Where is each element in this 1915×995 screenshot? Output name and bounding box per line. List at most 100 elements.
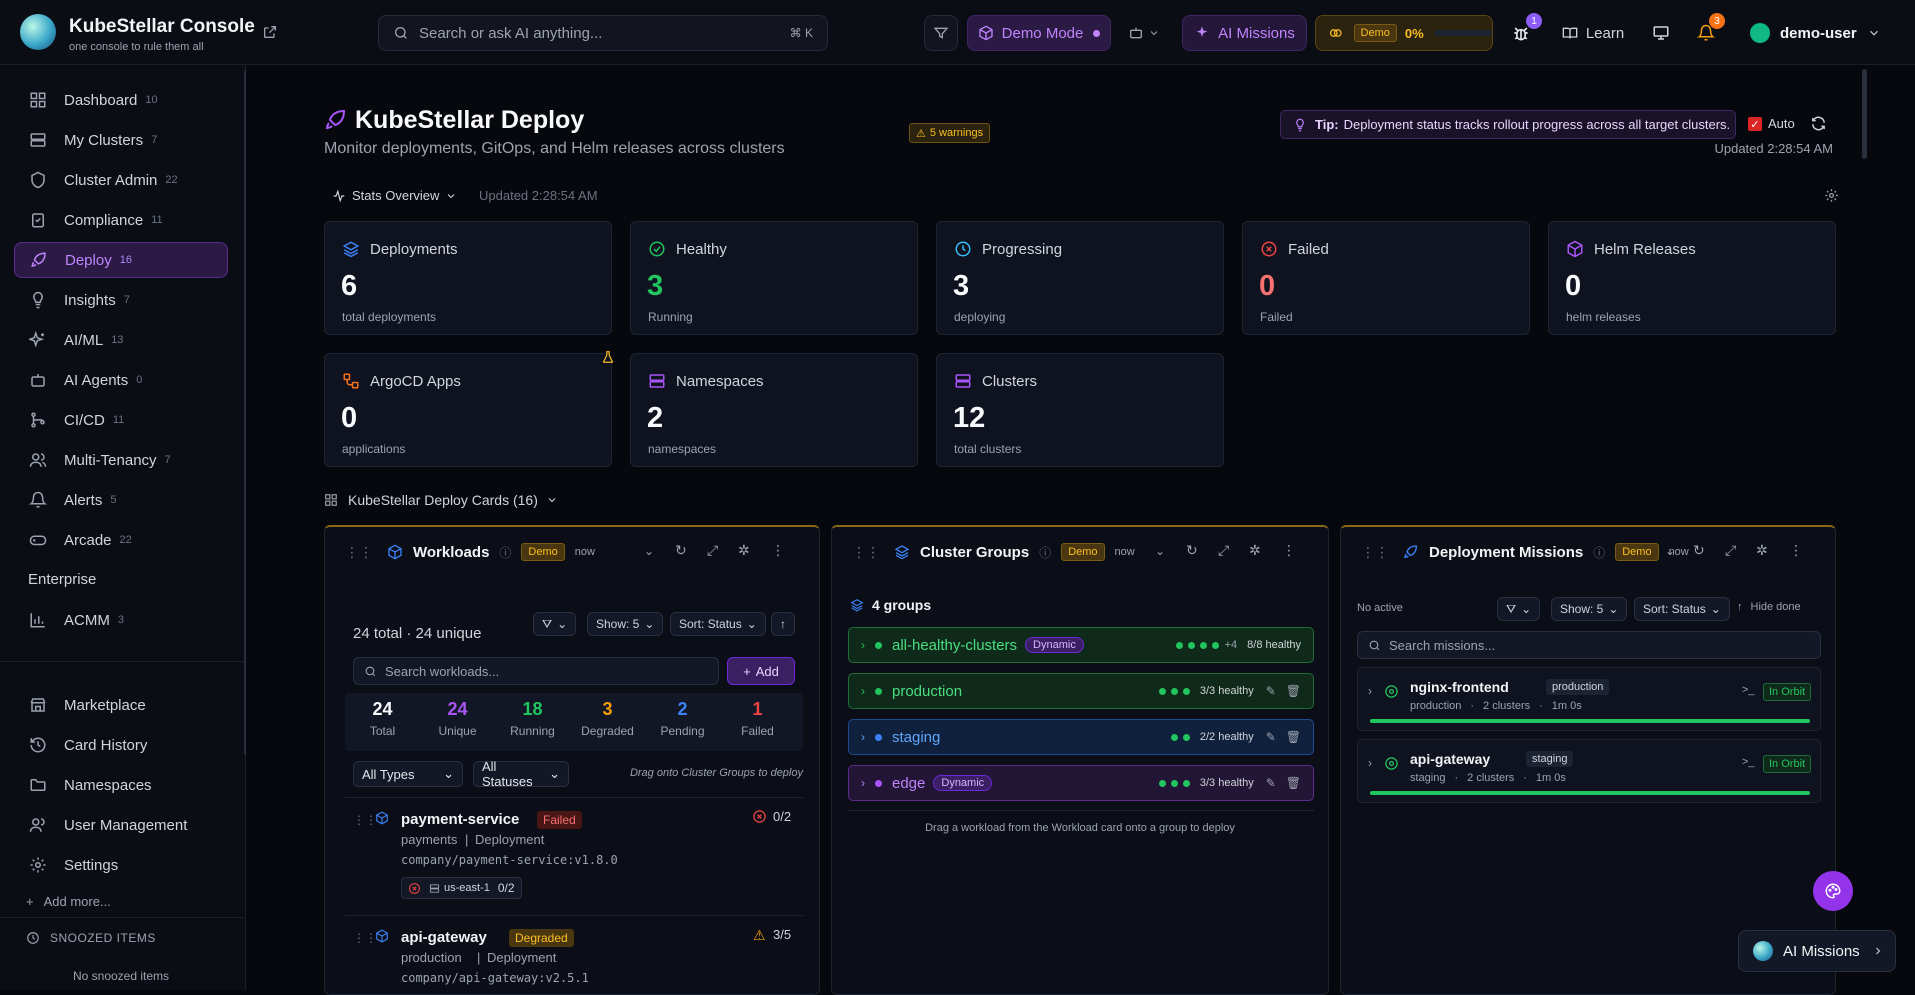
bug-icon[interactable]: ✲ [1249, 542, 1261, 558]
workload-search-input[interactable]: Search workloads... [353, 657, 719, 685]
refresh-icon[interactable]: ↻ [1186, 542, 1198, 558]
drag-handle-icon[interactable]: ⋮⋮ [345, 543, 373, 560]
sidebar-item-ai-ml[interactable]: AI/ML 13 [14, 322, 228, 358]
status-filter-select[interactable]: All Statuses ⌄ [473, 759, 569, 789]
stat-card-progressing[interactable]: Progressing 3 deploying [936, 221, 1224, 335]
bug-report-button[interactable]: 1 [1504, 13, 1542, 51]
mission-show-select[interactable]: Show: 5 ⌄ [1551, 597, 1628, 621]
stat-card-helm-releases[interactable]: Helm Releases 0 helm releases [1548, 221, 1836, 335]
more-icon[interactable]: ⋮ [1282, 542, 1296, 558]
sidebar-item-ci-cd[interactable]: CI/CD 11 [14, 402, 228, 438]
stat-card-namespaces[interactable]: Namespaces 2 namespaces [630, 353, 918, 467]
info-icon[interactable]: ⓘ [499, 545, 512, 560]
edit-icon[interactable]: ✎ [1265, 730, 1276, 744]
sidebar-item-arcade[interactable]: Arcade 22 [14, 522, 228, 558]
count-degraded[interactable]: 3 Degraded [570, 699, 645, 738]
expand-icon[interactable]: ⤢ [707, 542, 719, 558]
ai-missions-button[interactable]: AI Missions [1182, 15, 1307, 51]
learn-button[interactable]: Learn [1558, 15, 1628, 51]
sidebar-item-user-management[interactable]: User Management [14, 807, 228, 843]
sidebar-item-settings[interactable]: Settings [14, 847, 228, 883]
refresh-icon[interactable] [1810, 115, 1827, 132]
external-link-icon[interactable] [262, 24, 278, 40]
user-menu[interactable]: demo-user [1742, 15, 1890, 51]
edit-icon[interactable]: ✎ [1265, 776, 1276, 790]
refresh-icon[interactable]: ↻ [675, 542, 687, 558]
cards-section-toggle[interactable]: KubeStellar Deploy Cards (16) [324, 492, 558, 508]
notifications-button[interactable]: 3 [1691, 13, 1725, 51]
drag-handle-icon[interactable]: ⋮⋮ [353, 813, 377, 827]
hide-done-button[interactable]: ↑ Hide done [1737, 601, 1801, 613]
demo-usage-widget[interactable]: Demo 0% [1315, 15, 1493, 51]
stat-card-argocd-apps[interactable]: ArgoCD Apps 0 applications [324, 351, 613, 467]
drag-handle-icon[interactable]: ⋮⋮ [1361, 543, 1389, 560]
sort-direction-button[interactable]: ↑ [771, 612, 795, 636]
auto-refresh-checkbox[interactable]: ✓ [1748, 117, 1762, 131]
theme-palette-button[interactable] [1813, 871, 1853, 911]
sidebar-item-deploy[interactable]: Deploy 16 [14, 242, 228, 278]
sidebar-item-acmm[interactable]: ACMM 3 [14, 602, 228, 638]
count-total[interactable]: 24 Total [345, 699, 420, 738]
workload-show-select[interactable]: Show: 5 ⌄ [587, 612, 664, 636]
gear-icon[interactable] [1824, 188, 1839, 203]
cluster-group-all-healthy[interactable]: › all-healthy-clusters Dynamic +4 8/8 he… [848, 627, 1314, 663]
chevron-right-icon[interactable]: › [861, 638, 865, 652]
more-icon[interactable]: ⋮ [771, 542, 785, 558]
drag-handle-icon[interactable]: ⋮⋮ [852, 543, 880, 560]
sidebar-item-ai-agents[interactable]: AI Agents 0 [14, 362, 228, 398]
mission-item[interactable]: › api-gateway staging staging · 2 cluster… [1357, 739, 1821, 803]
kubestellar-logo[interactable] [20, 14, 56, 50]
mission-search-input[interactable]: Search missions... [1357, 631, 1821, 659]
cluster-group-production[interactable]: › production 3/3 healthy ✎ 🗑 [848, 673, 1314, 709]
list-item[interactable]: ⋮⋮ api-gateway Degraded production | Dep… [345, 917, 803, 994]
sidebar-item-my-clusters[interactable]: My Clusters 7 [14, 122, 228, 158]
sidebar-item-namespaces[interactable]: Namespaces [14, 767, 228, 803]
terminal-icon[interactable]: >_ [1742, 684, 1755, 696]
stat-card-healthy[interactable]: Healthy 3 Running [630, 221, 918, 335]
sidebar-item-dashboard[interactable]: Dashboard 10 [14, 82, 228, 118]
sidebar-item-marketplace[interactable]: Marketplace [14, 687, 228, 723]
chevron-right-icon[interactable]: › [1368, 684, 1372, 698]
stat-card-failed[interactable]: Failed 0 Failed [1242, 221, 1530, 335]
info-icon[interactable]: ⓘ [1039, 545, 1052, 560]
add-more-button[interactable]: + Add more... [26, 894, 111, 909]
sidebar-item-compliance[interactable]: Compliance 11 [14, 202, 228, 238]
agent-select[interactable] [1121, 15, 1167, 51]
chevron-right-icon[interactable]: › [861, 684, 865, 698]
drag-handle-icon[interactable]: ⋮⋮ [353, 931, 377, 945]
cluster-group-staging[interactable]: › staging 2/2 healthy ✎ 🗑 [848, 719, 1314, 755]
chevron-down-icon[interactable]: ⌄ [1155, 544, 1166, 558]
bug-icon[interactable]: ✲ [1756, 542, 1768, 558]
sidebar-item-insights[interactable]: Insights 7 [14, 282, 228, 318]
display-button[interactable] [1646, 15, 1676, 51]
more-icon[interactable]: ⋮ [1789, 542, 1803, 558]
demo-mode-button[interactable]: Demo Mode [967, 15, 1111, 51]
mission-filter-button[interactable]: ⛛ ⌄ [1497, 597, 1541, 621]
expand-icon[interactable]: ⤢ [1218, 542, 1230, 558]
sidebar-item-card-history[interactable]: Card History [14, 727, 228, 763]
count-unique[interactable]: 24 Unique [420, 699, 495, 738]
chevron-right-icon[interactable]: › [1368, 756, 1372, 770]
mission-sort-select[interactable]: Sort: Status ⌄ [1634, 597, 1730, 621]
mission-item[interactable]: › nginx-frontend production production · … [1357, 667, 1821, 731]
sidebar-item-multi-tenancy[interactable]: Multi-Tenancy 7 [14, 442, 228, 478]
bug-icon[interactable]: ✲ [738, 542, 750, 558]
info-icon[interactable]: ⓘ [1593, 545, 1606, 560]
refresh-icon[interactable]: ↻ [1693, 542, 1705, 558]
stat-card-deployments[interactable]: Deployments 6 total deployments [324, 221, 612, 335]
workload-sort-select[interactable]: Sort: Status ⌄ [670, 612, 766, 636]
trash-icon[interactable]: 🗑 [1285, 776, 1301, 790]
chevron-down-icon[interactable]: ⌄ [1665, 544, 1676, 558]
list-item[interactable]: ⋮⋮ payment-service Failed payments | Dep… [345, 799, 803, 911]
count-running[interactable]: 18 Running [495, 699, 570, 738]
chevron-down-icon[interactable]: ⌄ [644, 544, 655, 558]
edit-icon[interactable]: ✎ [1265, 684, 1276, 698]
add-workload-button[interactable]: + Add [727, 657, 795, 685]
trash-icon[interactable]: 🗑 [1285, 684, 1301, 698]
type-filter-select[interactable]: All Types ⌄ [353, 761, 463, 787]
cluster-chip[interactable]: us-east-1 0/2 [401, 877, 522, 899]
stats-overview-toggle[interactable]: Stats Overview [332, 188, 457, 203]
count-pending[interactable]: 2 Pending [645, 699, 720, 738]
sidebar-item-cluster-admin[interactable]: Cluster Admin 22 [14, 162, 228, 198]
stat-card-clusters[interactable]: Clusters 12 total clusters [936, 353, 1224, 467]
